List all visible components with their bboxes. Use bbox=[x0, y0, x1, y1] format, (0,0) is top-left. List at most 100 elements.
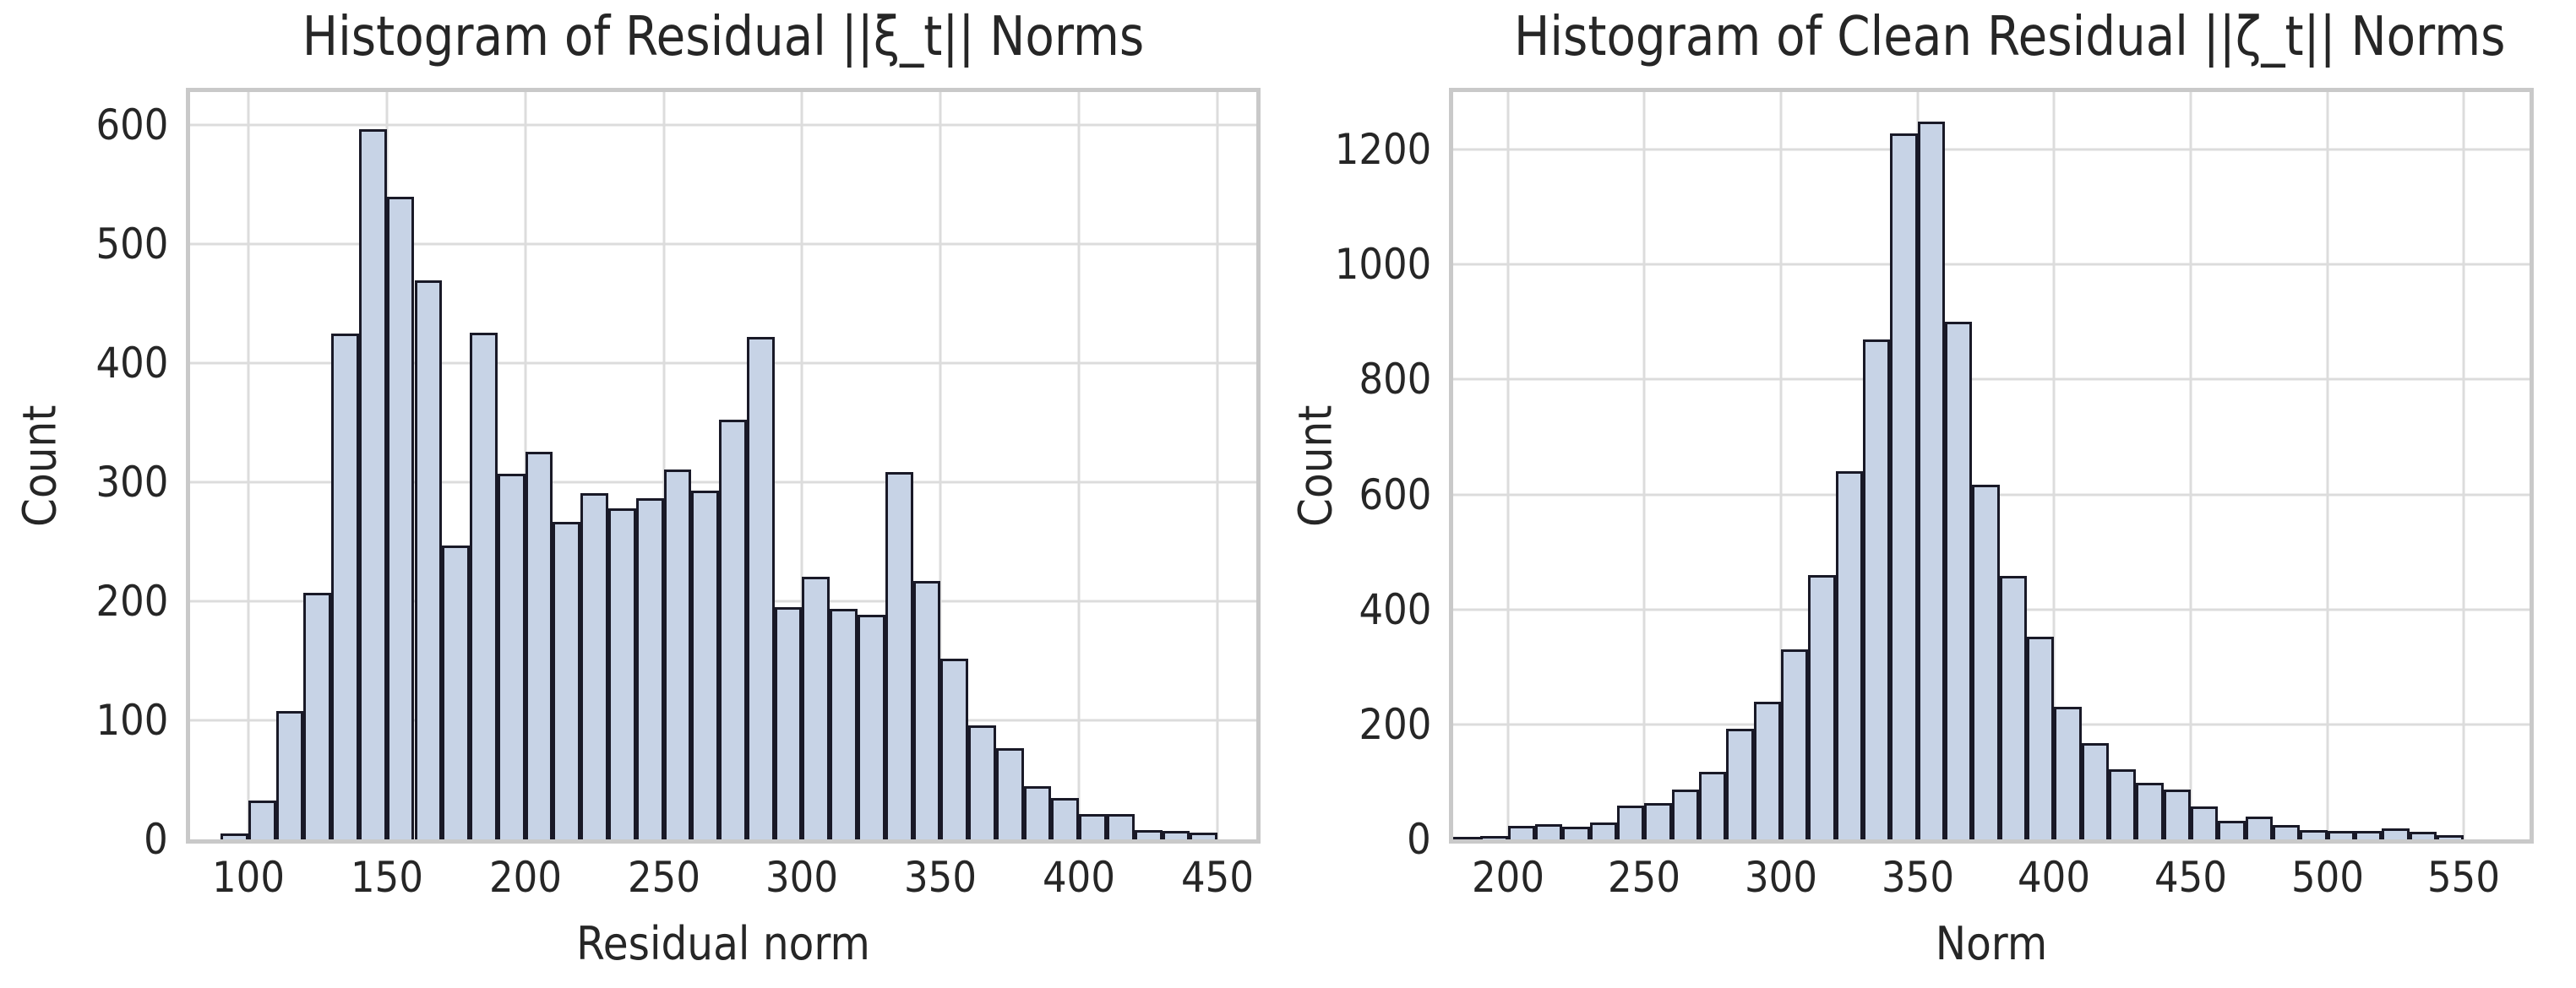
histogram-bar bbox=[1726, 729, 1754, 839]
x-tick-label: 250 bbox=[1608, 853, 1681, 902]
gridline-x bbox=[1506, 92, 1510, 839]
y-tick-label: 800 bbox=[1359, 355, 1431, 404]
histogram-bar bbox=[497, 474, 526, 839]
x-axis-label: Norm bbox=[1935, 917, 2048, 970]
gridline-x bbox=[2462, 92, 2465, 839]
x-tick-label: 450 bbox=[1181, 853, 1255, 902]
histogram-bar bbox=[303, 593, 332, 839]
histogram-bar bbox=[275, 710, 304, 839]
histogram-bar bbox=[995, 747, 1024, 839]
histogram-bar bbox=[2109, 768, 2137, 839]
histogram-bar bbox=[1190, 832, 1218, 839]
x-tick-label: 150 bbox=[350, 853, 423, 902]
gridline-x bbox=[1642, 92, 1646, 839]
gridline-x bbox=[1216, 92, 1219, 839]
gridline-x bbox=[2326, 92, 2329, 839]
histogram-bar bbox=[358, 128, 387, 839]
histogram-bar bbox=[1106, 814, 1135, 839]
x-axis-label: Residual norm bbox=[576, 917, 870, 970]
histogram-bar bbox=[2191, 806, 2219, 839]
histogram-bar bbox=[719, 419, 747, 839]
x-tick-label: 300 bbox=[765, 853, 839, 902]
x-tick-label: 250 bbox=[627, 853, 700, 902]
histogram-bar bbox=[607, 508, 636, 839]
histogram-bar bbox=[1835, 471, 1864, 839]
histogram-bar bbox=[2163, 789, 2192, 839]
gridline-x bbox=[247, 92, 250, 839]
histogram-bar bbox=[2054, 707, 2082, 839]
x-tick-label: 100 bbox=[211, 853, 285, 902]
gridline-y bbox=[190, 361, 1256, 365]
histogram-bar bbox=[1562, 827, 1590, 839]
histogram-bar bbox=[2273, 824, 2301, 839]
histogram-bar bbox=[525, 451, 553, 839]
histogram-bar bbox=[1753, 701, 1781, 839]
x-tick-label: 300 bbox=[1745, 853, 1817, 902]
histogram-bar bbox=[940, 658, 969, 839]
y-tick-label: 200 bbox=[95, 577, 168, 627]
histogram-bar bbox=[691, 491, 720, 839]
y-tick-label: 600 bbox=[95, 100, 168, 150]
histogram-bar bbox=[1972, 484, 2000, 839]
gridline-y bbox=[1453, 263, 2530, 266]
gridline-x bbox=[939, 92, 942, 839]
histogram-bar bbox=[1589, 822, 1617, 839]
histogram-bar bbox=[1644, 803, 1672, 839]
histogram-bar bbox=[2027, 637, 2055, 839]
histogram-bar bbox=[2355, 831, 2383, 839]
x-tick-label: 400 bbox=[1043, 853, 1116, 902]
histogram-bar bbox=[1535, 823, 1563, 839]
histogram-bar bbox=[1781, 649, 1809, 839]
y-tick-label: 400 bbox=[95, 339, 168, 388]
histogram-bar bbox=[1890, 133, 1918, 839]
histogram-bar bbox=[968, 725, 996, 839]
x-tick-label: 400 bbox=[2018, 853, 2091, 902]
histogram-bar bbox=[580, 492, 608, 839]
y-tick-label: 300 bbox=[95, 458, 168, 508]
plot-area: 200 250 300 350 400 450 500 550 0 200 400 600 800 100… bbox=[1334, 88, 2534, 902]
right-histogram-panel: Histogram of Clean Residual ||ζ_t|| Norm… bbox=[1288, 0, 2576, 988]
histogram-bar bbox=[1699, 771, 1727, 839]
histogram-bar bbox=[1134, 829, 1163, 839]
histogram-bar bbox=[2218, 820, 2246, 839]
x-tick-label: 500 bbox=[2290, 853, 2364, 902]
histogram-bar bbox=[2409, 832, 2437, 839]
histogram-bar bbox=[553, 521, 581, 839]
gridline-y bbox=[190, 123, 1256, 127]
y-axis-label: Count bbox=[1288, 404, 1342, 527]
y-tick-label: 200 bbox=[1359, 699, 1431, 749]
y-tick-label: 1000 bbox=[1334, 240, 1431, 290]
chart-title: Histogram of Residual ||ξ_t|| Norms bbox=[302, 6, 1145, 68]
histogram-bar bbox=[1480, 835, 1508, 839]
histogram-bar bbox=[885, 471, 913, 839]
histogram-bar bbox=[2245, 816, 2274, 839]
histogram-bar bbox=[331, 334, 359, 839]
x-tick-label: 450 bbox=[2154, 853, 2227, 902]
x-tick-label: 350 bbox=[904, 853, 978, 902]
x-tick-label: 200 bbox=[1471, 853, 1544, 902]
histogram-bar bbox=[2327, 831, 2355, 839]
histogram-bar bbox=[1162, 831, 1190, 839]
y-tick-label: 1200 bbox=[1334, 125, 1431, 175]
gridline-x bbox=[1779, 92, 1783, 839]
histogram-bar bbox=[1507, 826, 1535, 839]
gridline-y bbox=[1453, 377, 2530, 381]
histogram-bar bbox=[1945, 321, 1973, 839]
gridline-x bbox=[2189, 92, 2192, 839]
histogram-bar bbox=[414, 280, 443, 839]
histogram-bar bbox=[470, 332, 498, 839]
plot-area: 100 150 200 250 300 350 400 450 0 100 200 300 400 500… bbox=[95, 88, 1261, 902]
y-tick-label: 600 bbox=[1359, 470, 1431, 519]
histogram-bar bbox=[635, 497, 664, 839]
histogram-bar bbox=[1453, 837, 1481, 839]
y-tick-label: 100 bbox=[95, 696, 168, 746]
histogram-bar bbox=[2136, 782, 2164, 839]
histogram-bar bbox=[912, 581, 941, 839]
histogram-bar bbox=[857, 614, 885, 839]
histogram-bar bbox=[830, 608, 858, 839]
histogram-bar bbox=[2300, 830, 2328, 839]
histogram-bar bbox=[1917, 122, 1946, 839]
y-tick-label: 0 bbox=[1407, 815, 1431, 864]
gridline-x bbox=[1077, 92, 1081, 839]
histogram-bar bbox=[1079, 814, 1107, 839]
